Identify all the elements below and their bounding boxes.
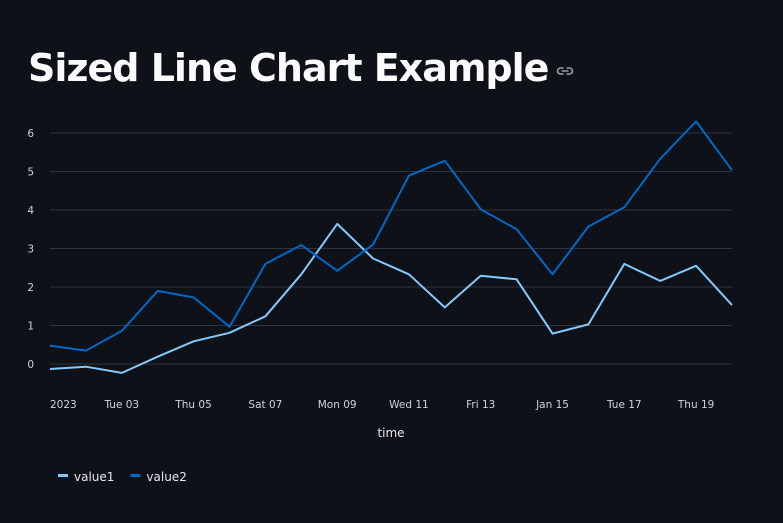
y-tick-label: 1 [27, 321, 34, 333]
x-tick-label: Mon 09 [318, 399, 357, 411]
series-lines [49, 120, 733, 374]
legend: value1 value2 [58, 470, 187, 484]
y-axis: 0 1 2 3 4 5 6 [27, 128, 34, 371]
legend-label-value2: value2 [146, 470, 186, 484]
x-axis: 2023 Tue 03 Thu 05 Sat 07 Mon 09 Wed 11 Fri 13… [50, 399, 714, 411]
x-tick-label: 2023 [50, 399, 77, 411]
y-tick-label: 4 [27, 205, 34, 217]
anchor-link-icon[interactable] [556, 65, 574, 77]
y-tick-label: 0 [27, 359, 34, 371]
legend-swatch-value2 [130, 474, 141, 477]
x-tick-label: Sat 07 [248, 399, 282, 411]
page-header: Sized Line Chart Example [28, 44, 574, 92]
y-tick-label: 5 [27, 166, 34, 178]
x-tick-label: Jan 15 [535, 399, 569, 411]
page-title: Sized Line Chart Example [28, 46, 549, 90]
legend-label-value1: value1 [74, 470, 114, 484]
x-axis-title: time [377, 426, 404, 440]
x-tick-label: Wed 11 [389, 399, 429, 411]
legend-swatch-value1 [58, 474, 68, 477]
series-line-value2 [49, 120, 733, 352]
x-tick-label: Thu 19 [677, 399, 714, 411]
x-tick-label: Tue 03 [103, 399, 139, 411]
y-tick-label: 6 [27, 128, 34, 140]
grid-lines [50, 132, 732, 365]
x-tick-label: Thu 05 [174, 399, 211, 411]
y-tick-label: 3 [27, 244, 34, 256]
x-tick-label: Fri 13 [466, 399, 495, 411]
series-line-value1 [49, 222, 733, 374]
x-tick-label: Tue 17 [606, 399, 642, 411]
y-tick-label: 2 [27, 282, 34, 294]
